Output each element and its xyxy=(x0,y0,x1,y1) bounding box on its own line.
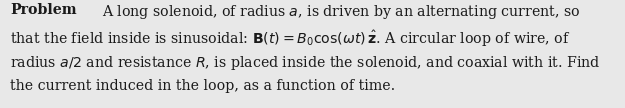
Text: that the field inside is sinusoidal: $\mathbf{B}(t) = B_0\cos(\omega t)\,\hat{\m: that the field inside is sinusoidal: $\m… xyxy=(10,29,571,49)
Text: radius $a/2$ and resistance $R$, is placed inside the solenoid, and coaxial with: radius $a/2$ and resistance $R$, is plac… xyxy=(10,54,601,72)
Text: Problem: Problem xyxy=(10,3,77,17)
Text: A long solenoid, of radius $a$, is driven by an alternating current, so: A long solenoid, of radius $a$, is drive… xyxy=(102,3,581,21)
Text: the current induced in the loop, as a function of time.: the current induced in the loop, as a fu… xyxy=(10,79,395,93)
